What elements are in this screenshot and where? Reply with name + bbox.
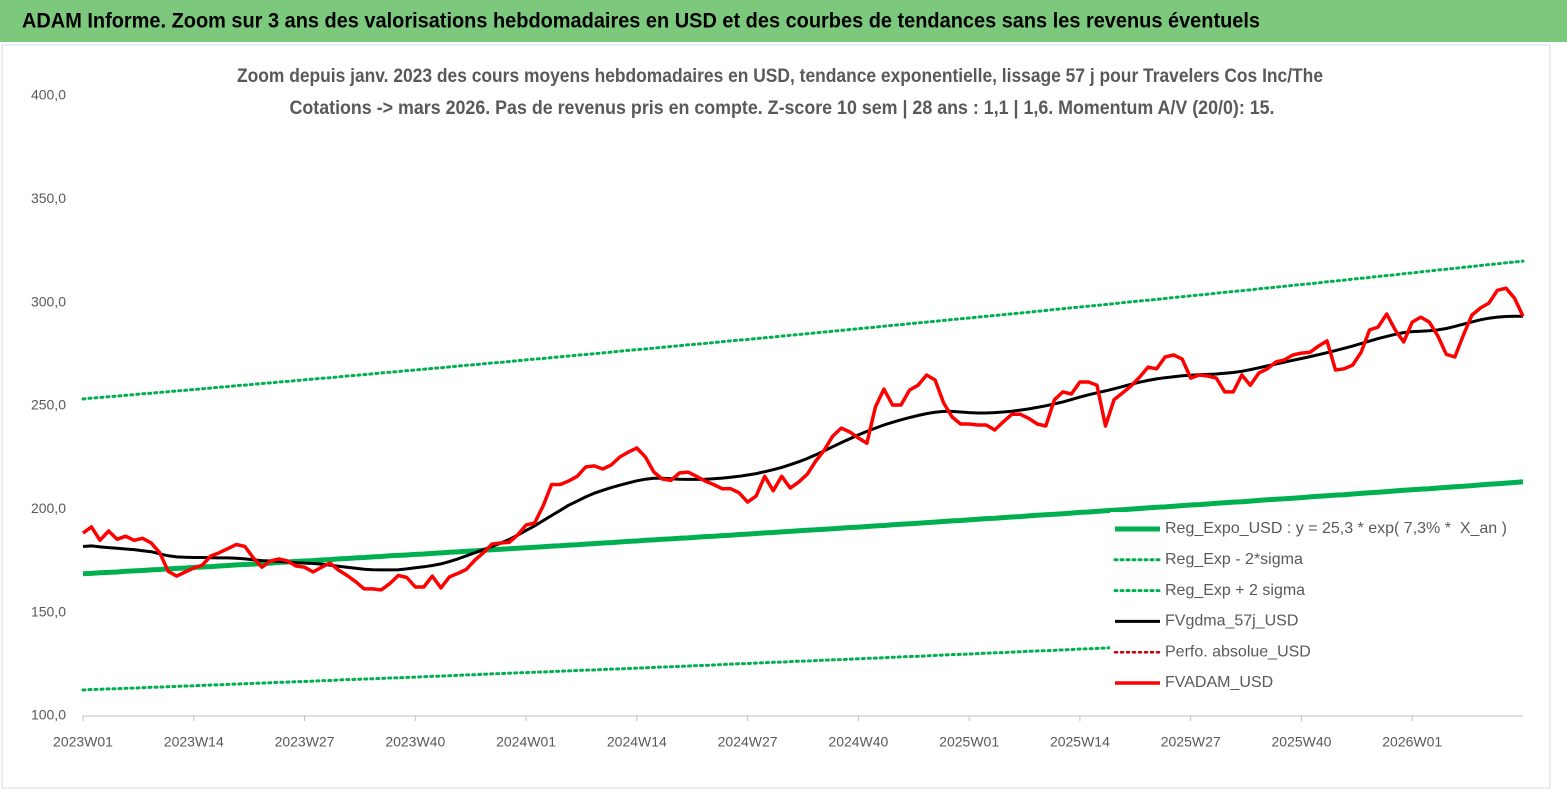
x-tick-label: 2024W01 xyxy=(496,734,556,750)
banner-title: ADAM Informe. Zoom sur 3 ans des valoris… xyxy=(22,10,1260,33)
x-tick-label: 2024W27 xyxy=(718,734,778,750)
x-tick-label: 2025W14 xyxy=(1050,734,1110,750)
legend-label: Reg_Expo_USD : y = 25,3 * exp( 7,3% * X_… xyxy=(1165,520,1507,537)
series-line xyxy=(81,286,1525,592)
chart-title: Zoom depuis janv. 2023 des cours moyens … xyxy=(237,66,1323,87)
banner xyxy=(0,0,1567,42)
x-tick-label: 2023W14 xyxy=(164,734,224,750)
legend-box xyxy=(1110,512,1528,698)
y-tick-label: 250,0 xyxy=(31,397,66,413)
y-tick-label: 150,0 xyxy=(31,603,66,619)
chart-frame xyxy=(1,44,1551,789)
legend-label: Reg_Exp + 2 sigma xyxy=(1165,582,1305,599)
y-tick-label: 400,0 xyxy=(31,87,66,103)
x-tick-label: 2025W40 xyxy=(1271,734,1331,750)
series-line xyxy=(81,259,1525,401)
legend-label: FVADAM_USD xyxy=(1165,674,1273,691)
x-tick-label: 2026W01 xyxy=(1382,734,1442,750)
y-tick-label: 100,0 xyxy=(31,707,66,723)
series-line xyxy=(82,314,1523,572)
legend-label: Reg_Exp - 2*sigma xyxy=(1165,551,1303,568)
x-tick-label: 2023W40 xyxy=(385,734,445,750)
x-tick-label: 2023W27 xyxy=(275,734,335,750)
series-line xyxy=(82,479,1524,577)
x-tick-label: 2025W01 xyxy=(939,734,999,750)
y-tick-label: 300,0 xyxy=(31,293,66,309)
y-tick-label: 200,0 xyxy=(31,500,66,516)
x-tick-label: 2024W40 xyxy=(828,734,888,750)
x-tick-label: 2023W01 xyxy=(53,734,113,750)
chart-subtitle: Cotations -> mars 2026. Pas de revenus p… xyxy=(290,98,1275,119)
x-tick-label: 2024W14 xyxy=(607,734,667,750)
y-tick-label: 350,0 xyxy=(31,190,66,206)
legend-label: FVgdma_57j_USD xyxy=(1165,613,1298,630)
x-tick-label: 2025W27 xyxy=(1161,734,1221,750)
legend-label: Perfo. absolue_USD xyxy=(1165,643,1311,660)
